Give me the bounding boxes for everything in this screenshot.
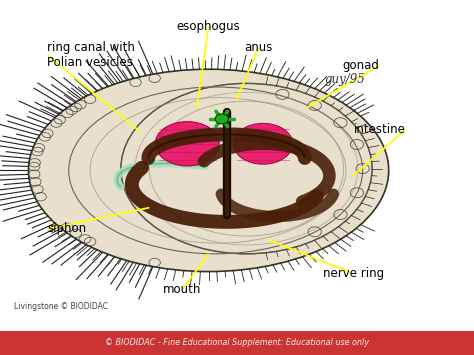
FancyBboxPatch shape (0, 331, 474, 355)
Ellipse shape (234, 124, 293, 164)
Text: guy/95: guy/95 (325, 73, 365, 86)
Circle shape (215, 114, 228, 124)
Ellipse shape (121, 83, 372, 254)
Ellipse shape (155, 121, 219, 166)
Text: gonad: gonad (342, 59, 379, 72)
Text: intestine: intestine (354, 123, 405, 136)
Text: esophogus: esophogus (177, 20, 240, 33)
Text: anus: anus (244, 42, 273, 54)
Text: ring canal with
Polian vesicles: ring canal with Polian vesicles (47, 41, 135, 69)
Text: nerve ring: nerve ring (323, 267, 383, 280)
Text: Livingstone © BIODIDAC: Livingstone © BIODIDAC (14, 302, 108, 311)
Text: © BIODIDAC - Fine Educational Supplement: Educational use only: © BIODIDAC - Fine Educational Supplement… (105, 338, 369, 348)
Text: mouth: mouth (164, 283, 201, 296)
Ellipse shape (28, 69, 389, 272)
Text: siphon: siphon (47, 223, 87, 235)
